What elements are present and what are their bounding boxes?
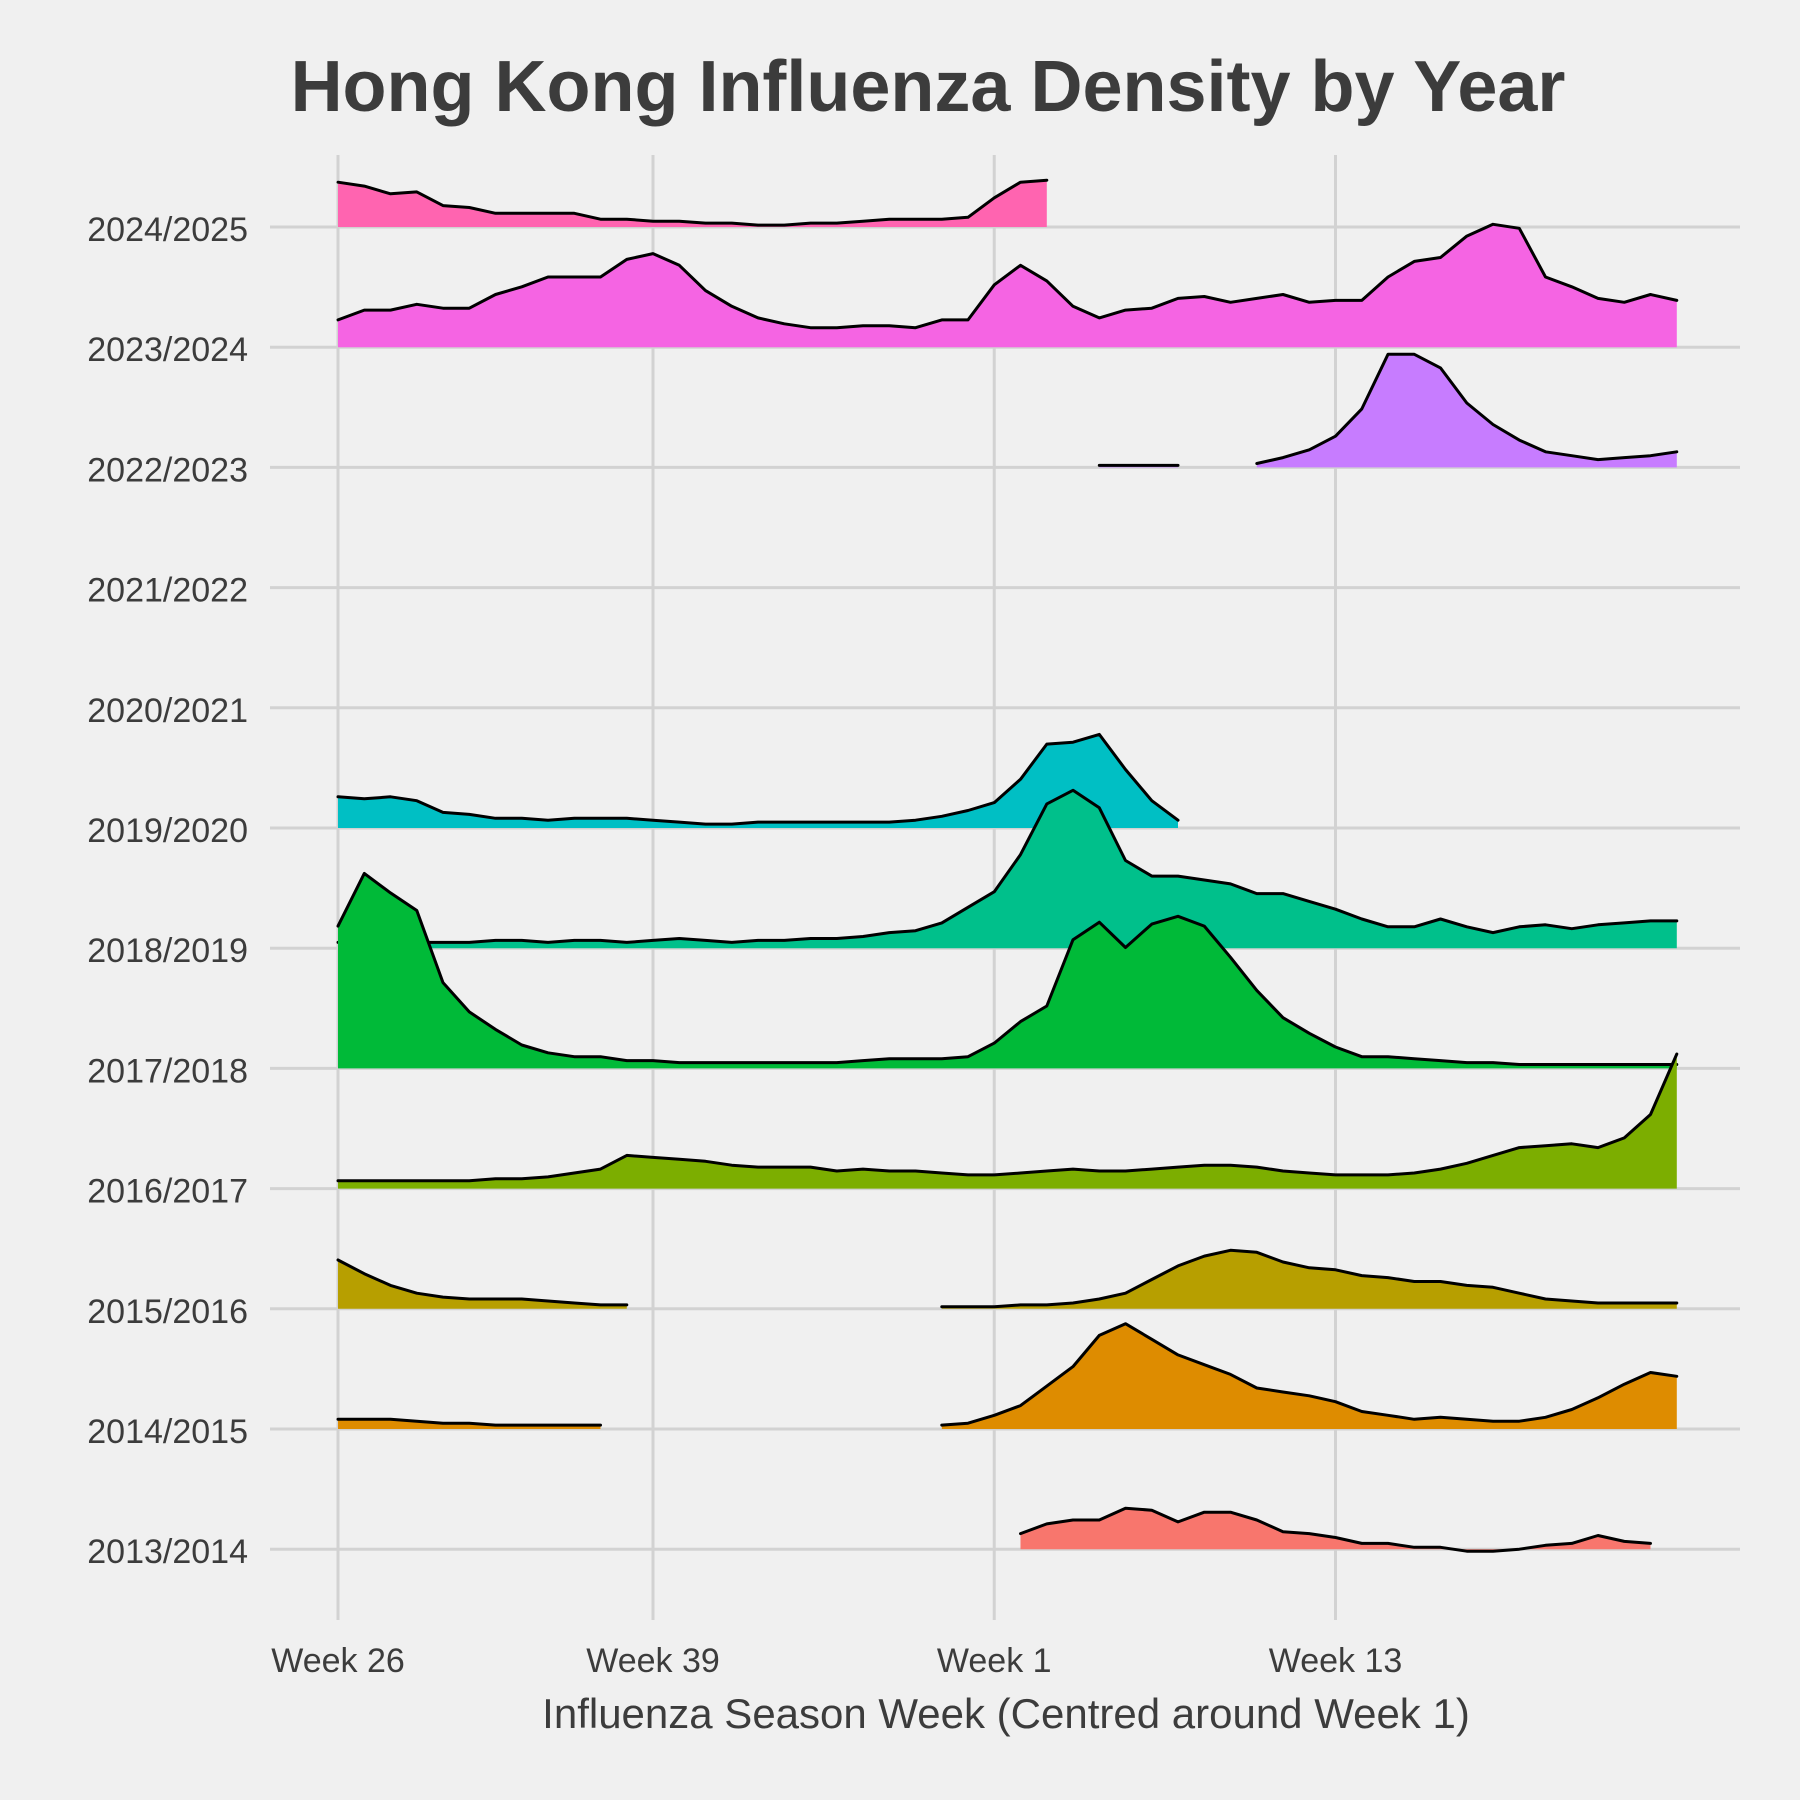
ridge-outline (336, 1417, 602, 1427)
y-tick-label: 2013/2014 (87, 1533, 248, 1571)
ridge-outline (336, 178, 1049, 227)
ridge-outline (1019, 1506, 1652, 1553)
ridges (336, 178, 1679, 1553)
ridge-area (338, 224, 1677, 348)
chart-title: Hong Kong Influenza Density by Year (291, 47, 1566, 127)
x-tick-label: Week 39 (586, 1642, 720, 1680)
y-tick-label: 2023/2024 (87, 331, 248, 369)
y-tick-label: 2019/2020 (87, 812, 248, 850)
y-tick-label: 2017/2018 (87, 1052, 248, 1090)
ridge-area (338, 180, 1047, 227)
vertical-gridlines (336, 155, 1337, 1620)
ridge-2018-2019 (336, 788, 1679, 949)
ridge-outline (336, 871, 1679, 1066)
ridge-outline (336, 1258, 629, 1307)
ridge-outline (336, 788, 1679, 944)
y-tick-label: 2016/2017 (87, 1173, 248, 1211)
y-tick-label: 2022/2023 (87, 451, 248, 489)
y-tick-label: 2021/2022 (87, 572, 248, 610)
ridge-outline (336, 1052, 1679, 1183)
y-tick-label: 2015/2016 (87, 1293, 248, 1331)
y-axis-tick-labels: 2013/2014 2014/2015 2015/2016 2016/2017 2017… (87, 211, 248, 1571)
y-tick-label: 2018/2019 (87, 932, 248, 970)
ridge-area (1020, 1508, 1651, 1552)
x-axis-tick-labels: Week 26 Week 39 Week 1 Week 13 (271, 1642, 1402, 1680)
ridge-outline (336, 222, 1679, 330)
ridge-area (338, 1260, 627, 1309)
x-axis-label: Influenza Season Week (Centred around We… (542, 1690, 1470, 1737)
ridge-2017-2018 (336, 871, 1679, 1069)
y-tick-label: 2014/2015 (87, 1413, 248, 1451)
ridge-2015-2016 (336, 1248, 1679, 1309)
x-tick-label: Week 1 (937, 1642, 1052, 1680)
ridge-outline (336, 732, 1180, 826)
ridge-area (338, 790, 1677, 949)
ridge-2013-2014 (1019, 1506, 1652, 1553)
ridge-area (338, 1054, 1677, 1189)
ridge-2016-2017 (336, 1052, 1679, 1189)
ridge-outline (940, 1248, 1679, 1309)
x-tick-label: Week 26 (271, 1642, 405, 1680)
ridge-area (941, 1323, 1677, 1429)
ridge-area (1256, 354, 1677, 468)
ridge-outline (940, 1322, 1679, 1427)
ridge-outline (1255, 352, 1679, 465)
ridge-area (338, 873, 1677, 1069)
ridge-2024-2025 (336, 178, 1049, 227)
ridge-2023-2024 (336, 222, 1679, 348)
ridge-2022-2023 (1097, 352, 1679, 468)
x-tick-label: Week 13 (1269, 1642, 1403, 1680)
ridge-2014-2015 (336, 1322, 1679, 1429)
y-tick-label: 2024/2025 (87, 211, 248, 249)
y-tick-label: 2020/2021 (87, 692, 248, 730)
